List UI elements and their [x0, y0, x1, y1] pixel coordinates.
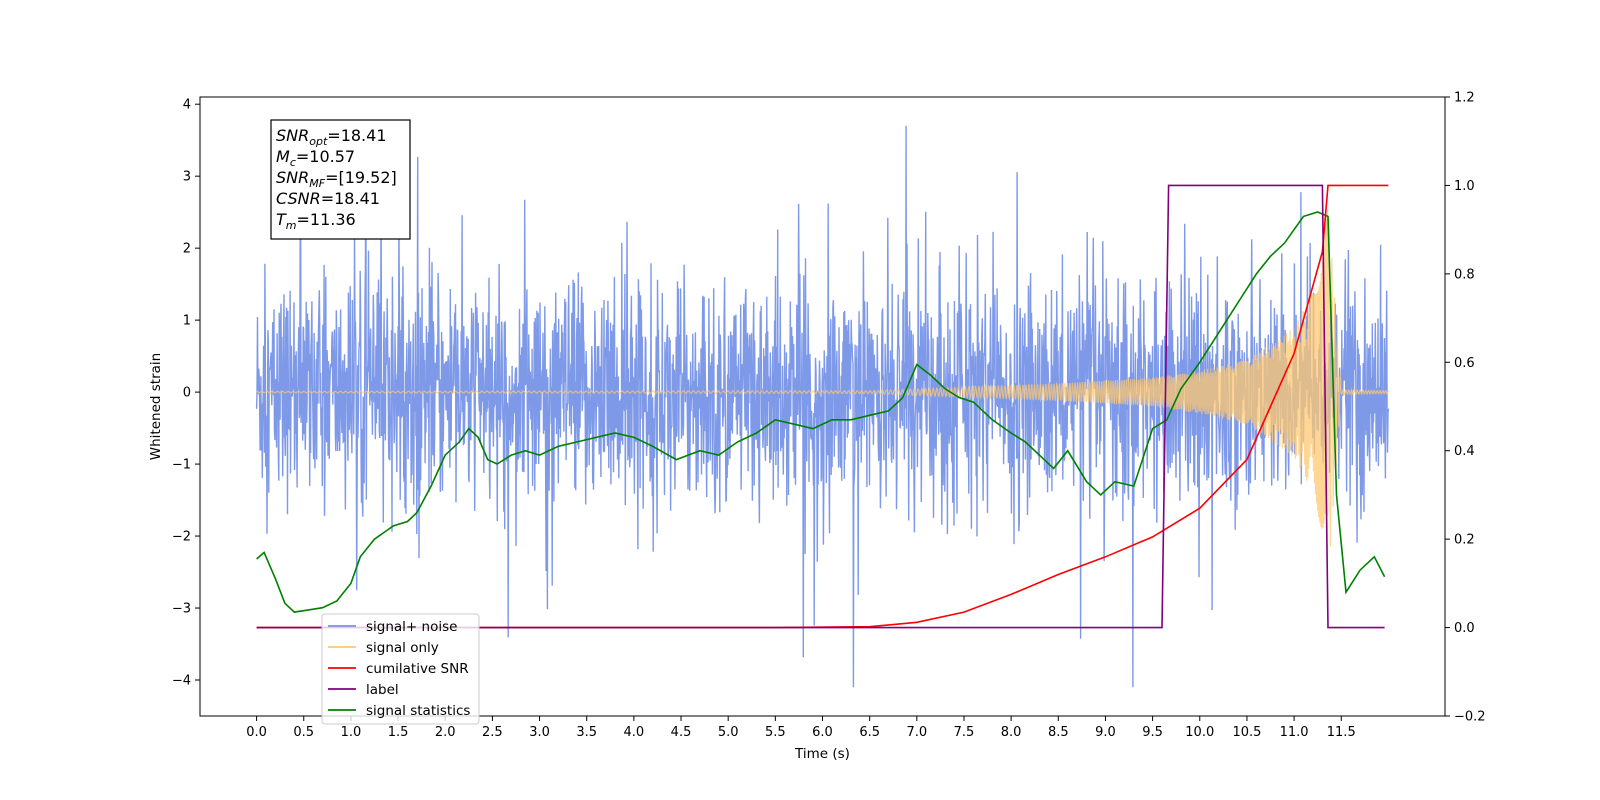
- legend-label: signal statistics: [366, 703, 470, 719]
- x-tick-label: 1.0: [341, 725, 362, 740]
- legend-label: signal only: [366, 640, 439, 656]
- legend-frame: [321, 613, 480, 725]
- axes-layer: 0.0 0.5 1.0 1.5 2.0 2.5 3.0 3.5 4.0 4.5 5.0 5.5 6.0 6…: [148, 91, 1486, 763]
- y-axis-label: Whitened strain: [148, 353, 164, 460]
- x-tick-label: 10.0: [1185, 725, 1214, 740]
- x-tick-label: 7.0: [906, 725, 927, 740]
- legend-label: signal+ noise: [366, 619, 457, 635]
- y2-tick-label: −0.2: [1454, 710, 1486, 725]
- y2-tick-label: 0.8: [1454, 267, 1475, 282]
- info-line: Mc=10.57: [276, 147, 355, 169]
- x-tick-label: 9.5: [1142, 725, 1163, 740]
- x-tick-label: 0.0: [246, 725, 267, 740]
- x-tick-label: 11.0: [1280, 725, 1309, 740]
- x-tick-label: 5.0: [718, 725, 739, 740]
- y-tick-label: 1: [183, 314, 191, 329]
- info-line: SNRMF=[19.52]: [276, 168, 397, 190]
- x-tick-label: 6.5: [859, 725, 880, 740]
- legend-label: cumilative SNR: [366, 661, 469, 677]
- x-tick-label: 10.5: [1232, 725, 1261, 740]
- x-tick-label: 4.0: [624, 725, 645, 740]
- y2-tick-label: 0.4: [1454, 444, 1475, 459]
- x-tick-label: 3.5: [576, 725, 597, 740]
- y-tick-label: 0: [183, 386, 191, 401]
- series-label: [256, 184, 1385, 629]
- series-signal-statistics: [256, 211, 1386, 613]
- x-tick-label: 9.0: [1095, 725, 1116, 740]
- y-tick-label: −1: [172, 458, 191, 473]
- x-tick-label: 3.0: [529, 725, 550, 740]
- y2-tick-label: 0.2: [1454, 533, 1475, 548]
- x-tick-label: 4.5: [671, 725, 692, 740]
- y-tick-label: −2: [172, 530, 191, 545]
- x-tick-label: 2.0: [435, 725, 456, 740]
- x-tick-label: 8.0: [1001, 725, 1022, 740]
- y-tick-label: 2: [183, 242, 191, 257]
- info-box-frame: [270, 119, 411, 240]
- y2-tick-label: 0.0: [1454, 621, 1475, 636]
- series-cumulative-snr: [256, 184, 1389, 629]
- series-signal-only: [256, 209, 1389, 547]
- series-layer: [255, 125, 1390, 688]
- info-line: Tm=11.36: [276, 210, 356, 232]
- y-tick-label: −3: [172, 602, 191, 617]
- info-line: CSNR=18.41: [276, 189, 380, 208]
- info-box: SNRopt=18.41Mc=10.57SNRMF=[19.52]CSNR=18…: [270, 119, 411, 240]
- y2-tick-label: 0.6: [1454, 356, 1475, 371]
- legend-label: label: [366, 682, 399, 698]
- y-tick-label: 4: [183, 98, 191, 113]
- y-tick-label: −4: [172, 674, 191, 689]
- x-tick-label: 5.5: [765, 725, 786, 740]
- x-tick-label: 0.5: [293, 725, 314, 740]
- y2-tick-label: 1.0: [1454, 179, 1475, 194]
- legend: signal+ noise signal only cumilative SNR la…: [321, 613, 480, 725]
- x-tick-label: 7.5: [954, 725, 975, 740]
- x-tick-label: 6.0: [812, 725, 833, 740]
- x-axis-label: Time (s): [794, 746, 850, 762]
- y2-tick-label: 1.2: [1454, 91, 1475, 106]
- x-tick-label: 8.5: [1048, 725, 1069, 740]
- x-tick-label: 2.5: [482, 725, 503, 740]
- info-line: SNRopt=18.41: [276, 126, 387, 148]
- y-tick-label: 3: [183, 170, 191, 185]
- x-tick-label: 11.5: [1327, 725, 1356, 740]
- x-tick-label: 1.5: [388, 725, 409, 740]
